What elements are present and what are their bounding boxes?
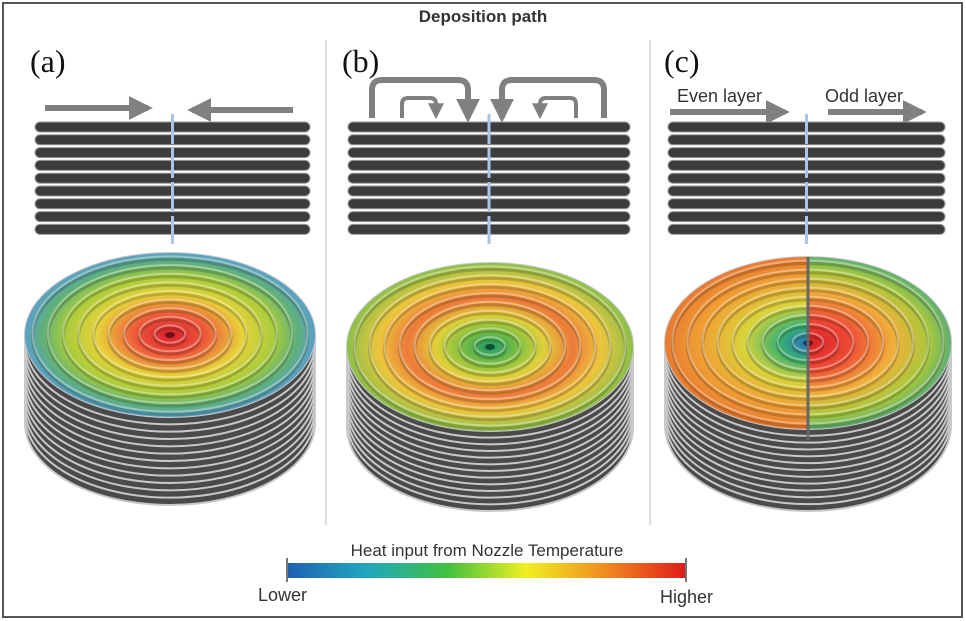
annotation: Even layer	[677, 86, 762, 106]
colorbar	[287, 563, 686, 578]
colorbar-title: Heat input from Nozzle Temperature	[351, 541, 624, 560]
panel-label: (a)	[30, 43, 66, 79]
center	[165, 332, 175, 338]
panel-label: (b)	[342, 43, 379, 79]
figure: Deposition path (a) (b) (c) Even layer O…	[0, 0, 966, 621]
annotation: Odd layer	[825, 86, 903, 106]
panel-label: (c)	[664, 43, 700, 79]
figure-title: Deposition path	[419, 7, 547, 26]
colorbar-max: Higher	[660, 587, 713, 607]
center	[485, 344, 495, 350]
colorbar-min: Lower	[258, 585, 307, 605]
path-arrows	[45, 80, 922, 118]
